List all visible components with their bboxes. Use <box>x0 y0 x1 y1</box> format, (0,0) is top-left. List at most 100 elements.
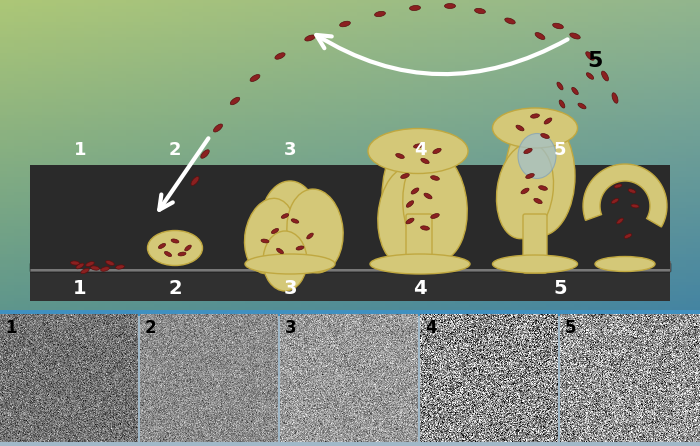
Ellipse shape <box>296 246 304 250</box>
Ellipse shape <box>544 118 552 124</box>
Text: 4: 4 <box>413 280 427 298</box>
Ellipse shape <box>526 173 534 178</box>
Ellipse shape <box>406 201 414 207</box>
Ellipse shape <box>276 248 284 254</box>
Ellipse shape <box>617 218 623 224</box>
Ellipse shape <box>611 198 619 203</box>
FancyBboxPatch shape <box>30 263 670 271</box>
Ellipse shape <box>614 184 622 188</box>
Ellipse shape <box>496 143 554 239</box>
Text: 5: 5 <box>554 141 566 159</box>
Text: 5: 5 <box>565 319 577 337</box>
Ellipse shape <box>116 265 125 269</box>
FancyArrowPatch shape <box>316 35 568 74</box>
Ellipse shape <box>601 71 608 81</box>
Ellipse shape <box>185 245 191 251</box>
Ellipse shape <box>586 52 594 60</box>
Ellipse shape <box>421 158 429 164</box>
Ellipse shape <box>493 255 578 273</box>
Ellipse shape <box>516 125 524 131</box>
Text: 2: 2 <box>169 141 181 159</box>
Ellipse shape <box>552 23 564 29</box>
Ellipse shape <box>572 87 578 95</box>
Ellipse shape <box>230 97 239 105</box>
Polygon shape <box>583 164 667 227</box>
Ellipse shape <box>406 218 414 224</box>
Ellipse shape <box>612 93 618 103</box>
Ellipse shape <box>534 198 542 204</box>
Text: 5: 5 <box>553 280 567 298</box>
Ellipse shape <box>430 176 440 180</box>
Ellipse shape <box>382 131 458 261</box>
Ellipse shape <box>90 266 99 270</box>
Text: 4: 4 <box>425 319 437 337</box>
Ellipse shape <box>263 231 307 291</box>
Ellipse shape <box>424 193 432 199</box>
Ellipse shape <box>559 100 565 108</box>
Ellipse shape <box>570 33 580 39</box>
Ellipse shape <box>275 53 285 59</box>
Ellipse shape <box>395 153 405 158</box>
Ellipse shape <box>402 151 467 261</box>
Text: 4: 4 <box>414 141 426 159</box>
Ellipse shape <box>378 166 438 266</box>
Ellipse shape <box>493 108 578 148</box>
Ellipse shape <box>304 35 315 41</box>
Ellipse shape <box>421 226 429 230</box>
Ellipse shape <box>505 18 515 24</box>
Ellipse shape <box>518 133 556 178</box>
Ellipse shape <box>624 234 631 238</box>
Ellipse shape <box>521 188 529 194</box>
Ellipse shape <box>101 267 109 271</box>
Ellipse shape <box>164 252 172 256</box>
Ellipse shape <box>578 103 586 109</box>
Ellipse shape <box>158 244 166 248</box>
Ellipse shape <box>340 21 351 27</box>
Ellipse shape <box>433 149 441 153</box>
Ellipse shape <box>178 252 186 256</box>
Ellipse shape <box>475 8 485 14</box>
Ellipse shape <box>272 228 279 234</box>
Text: 2: 2 <box>145 319 157 337</box>
Ellipse shape <box>244 198 295 274</box>
Ellipse shape <box>595 256 655 272</box>
Text: 3: 3 <box>285 319 297 337</box>
Ellipse shape <box>540 133 550 138</box>
Ellipse shape <box>191 177 199 186</box>
Ellipse shape <box>201 150 209 158</box>
Text: 3: 3 <box>284 141 296 159</box>
Ellipse shape <box>631 204 639 208</box>
Ellipse shape <box>307 233 314 239</box>
Text: 3: 3 <box>284 280 297 298</box>
Ellipse shape <box>76 263 84 269</box>
Ellipse shape <box>444 4 456 8</box>
Ellipse shape <box>505 116 575 236</box>
Ellipse shape <box>287 189 343 273</box>
FancyBboxPatch shape <box>523 214 547 273</box>
Ellipse shape <box>214 124 223 132</box>
FancyBboxPatch shape <box>30 261 670 271</box>
Ellipse shape <box>245 254 335 274</box>
Text: 1: 1 <box>74 280 87 298</box>
Ellipse shape <box>535 33 545 40</box>
FancyBboxPatch shape <box>406 214 432 273</box>
Ellipse shape <box>368 128 468 173</box>
Text: 1: 1 <box>74 141 86 159</box>
Ellipse shape <box>430 214 440 219</box>
Ellipse shape <box>261 239 269 243</box>
Ellipse shape <box>291 219 299 223</box>
Ellipse shape <box>85 261 94 266</box>
Ellipse shape <box>538 186 547 190</box>
Ellipse shape <box>106 260 114 265</box>
Ellipse shape <box>410 5 421 11</box>
Ellipse shape <box>524 149 532 153</box>
Ellipse shape <box>260 181 320 271</box>
Ellipse shape <box>250 74 260 82</box>
Ellipse shape <box>411 188 419 194</box>
Ellipse shape <box>400 173 410 178</box>
Ellipse shape <box>414 144 422 148</box>
Ellipse shape <box>628 189 636 193</box>
Ellipse shape <box>587 73 594 79</box>
FancyBboxPatch shape <box>30 165 670 269</box>
Ellipse shape <box>374 12 386 17</box>
